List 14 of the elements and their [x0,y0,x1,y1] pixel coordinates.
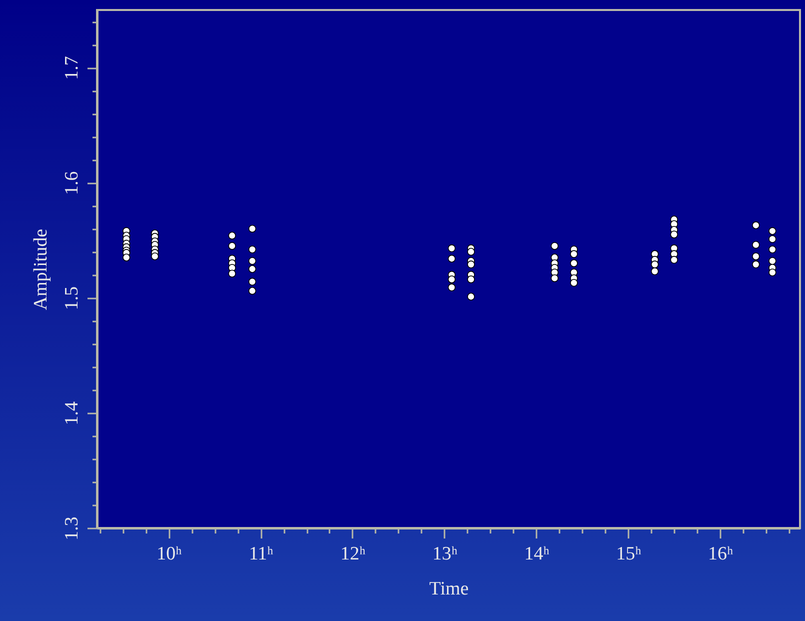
y-axis-title: Amplitude [30,228,52,310]
y-tick-label: 1.7 [62,56,82,80]
y-tick-label: 1.6 [62,171,82,196]
y-tick-label: 1.4 [62,401,82,426]
x-tick-label: 11ʰ [248,544,274,564]
y-tick-label: 1.3 [62,516,82,540]
x-tick-label: 16ʰ [708,544,734,564]
x-tick-label: 10ʰ [156,544,182,564]
x-axis-title: Time [429,578,469,600]
x-tick-label: 14ʰ [524,544,550,564]
x-tick-label: 12ʰ [340,544,366,564]
x-tick-label: 13ʰ [432,544,458,564]
y-tick-label: 1.5 [62,286,82,310]
x-tick-label: 15ʰ [616,544,642,564]
